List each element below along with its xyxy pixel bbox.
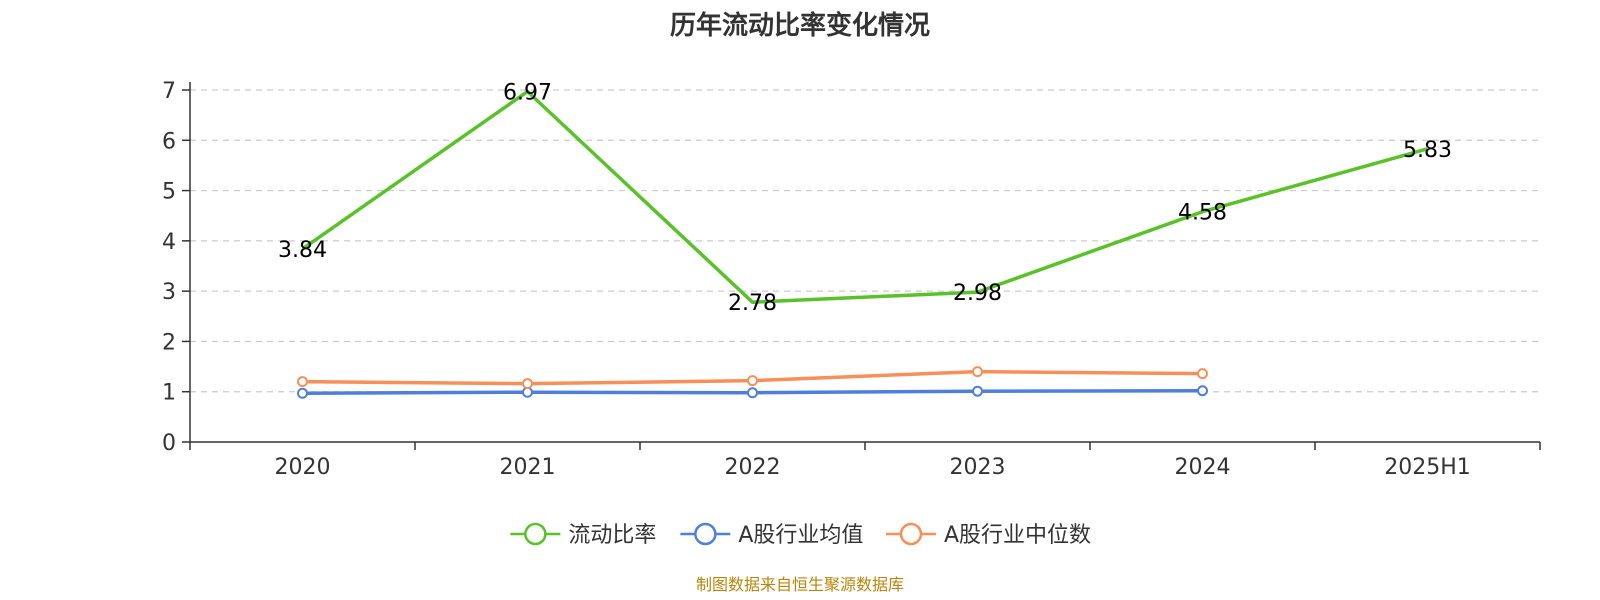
- y-tick-label: 0: [162, 431, 176, 456]
- series-1-point: [1197, 385, 1208, 397]
- x-tick-label: 2021: [500, 455, 556, 480]
- legend-label: 流动比率: [568, 523, 656, 548]
- x-tick-label: 2020: [275, 455, 331, 480]
- legend-item-2[interactable]: A股行业中位数: [886, 522, 1091, 548]
- series-2-point: [522, 378, 533, 390]
- data-label: 2.78: [728, 291, 777, 316]
- x-tick-label: 2025H1: [1384, 455, 1471, 480]
- legend-marker: [524, 522, 547, 546]
- data-label: 6.97: [503, 81, 552, 106]
- data-label: 2.98: [953, 281, 1002, 306]
- x-tick-label: 2022: [725, 455, 781, 480]
- series-2-point: [297, 376, 308, 388]
- y-tick-label: 6: [162, 129, 176, 154]
- y-tick-label: 7: [162, 79, 176, 104]
- axes: 0 1 2 3 4 5 6 7 2020 2021 2022 2023 2024 2025H1: [162, 79, 1541, 480]
- series-1-point: [972, 385, 983, 397]
- x-tick-label: 2023: [950, 455, 1006, 480]
- legend-item-0[interactable]: 流动比率: [510, 522, 656, 548]
- series-2-point: [972, 366, 983, 378]
- x-tick-label: 2024: [1175, 455, 1231, 480]
- series-2-point: [1197, 368, 1208, 380]
- y-tick-label: 2: [162, 330, 176, 355]
- legend: 流动比率 A股行业均值 A股行业中位数: [510, 522, 1091, 548]
- series-1-point: [747, 387, 758, 399]
- legend-marker: [694, 522, 717, 546]
- chart-title: 历年流动比率变化情况: [670, 10, 930, 41]
- series-line-0: [301, 89, 1428, 304]
- y-tick-label: 1: [162, 381, 176, 406]
- series-2-point: [747, 375, 758, 387]
- source-note: 制图数据来自恒生聚源数据库: [696, 575, 904, 594]
- grid-lines: [190, 89, 1540, 393]
- y-tick-label: 3: [162, 280, 176, 305]
- legend-item-1[interactable]: A股行业均值: [680, 522, 863, 548]
- y-tick-label: 4: [162, 230, 176, 255]
- legend-marker: [899, 522, 923, 546]
- series-1-point: [297, 387, 308, 399]
- series-lines: [297, 89, 1428, 399]
- legend-label: A股行业中位数: [944, 523, 1091, 548]
- data-label: 3.84: [278, 238, 327, 263]
- data-labels: 3.84 6.97 2.78 2.98 4.58 5.83: [278, 81, 1452, 317]
- y-tick-label: 5: [162, 180, 176, 205]
- data-label: 4.58: [1178, 201, 1227, 226]
- data-label: 5.83: [1403, 138, 1452, 163]
- legend-label: A股行业均值: [738, 523, 863, 548]
